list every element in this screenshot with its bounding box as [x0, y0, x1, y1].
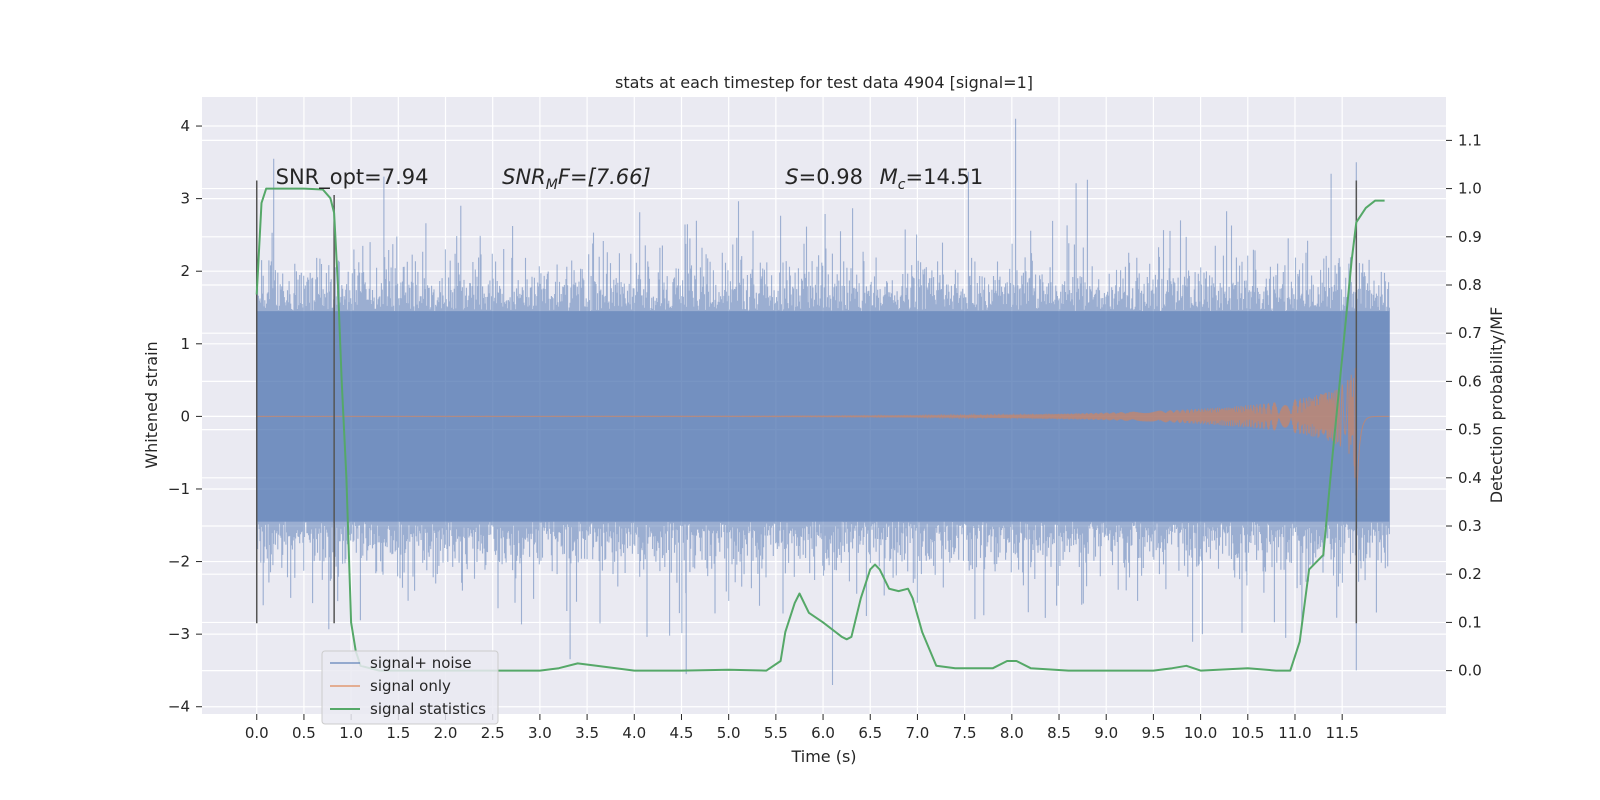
y-axis-right: 0.0 0.1 0.2 0.3 0.4 0.5 0.6 0.7 0.8 0.9 1.0 1.1 — [1446, 131, 1482, 680]
y2-tick-label: 0.8 — [1458, 276, 1482, 294]
y-tick-label: −2 — [168, 553, 190, 571]
y-tick-label: −1 — [168, 480, 190, 498]
legend-label-signal: signal only — [370, 677, 451, 695]
y2-tick-label: 0.5 — [1458, 421, 1482, 439]
y2-tick-label: 0.2 — [1458, 565, 1482, 583]
y2-tick-label: 0.3 — [1458, 517, 1482, 535]
signal-trace — [256, 367, 1390, 505]
y-tick-label: 0 — [180, 407, 190, 425]
x-tick-label: 11.0 — [1278, 724, 1311, 742]
annotation-snr-opt: SNR_opt=7.94 — [276, 165, 429, 190]
x-tick-label: 6.0 — [811, 724, 835, 742]
x-axis: 0.0 0.5 1.0 1.5 2.0 2.5 3.0 3.5 4.0 4.5 5.0 5.5 6.0 6… — [245, 714, 1359, 742]
legend-box — [321, 650, 499, 725]
x-tick-label: 10.0 — [1184, 724, 1217, 742]
y2-tick-label: 0.0 — [1458, 662, 1482, 680]
x-tick-label: 7.0 — [906, 724, 930, 742]
annotation-mc: Mc=14.51 — [880, 165, 984, 193]
x-tick-label: 1.5 — [386, 724, 410, 742]
x-tick-label: 9.5 — [1141, 724, 1165, 742]
y2-tick-label: 0.4 — [1458, 469, 1482, 487]
x-tick-label: 6.5 — [858, 724, 882, 742]
y-tick-label: 2 — [180, 262, 190, 280]
y2-tick-label: 0.9 — [1458, 228, 1482, 246]
y-axis-label: Whitened strain — [142, 341, 161, 468]
x-tick-label: 10.5 — [1231, 724, 1264, 742]
x-tick-label: 0.5 — [292, 724, 316, 742]
y-tick-label: −3 — [168, 625, 190, 643]
x-tick-label: 8.5 — [1047, 724, 1071, 742]
x-tick-label: 8.0 — [1000, 724, 1024, 742]
x-tick-label: 4.0 — [622, 724, 646, 742]
x-tick-label: 2.0 — [434, 724, 458, 742]
series-signal-only — [256, 367, 1390, 505]
x-tick-label: 2.5 — [481, 724, 505, 742]
y-axis-left: −4 −3 −2 −1 0 1 2 3 4 — [168, 117, 202, 716]
x-tick-label: 5.5 — [764, 724, 788, 742]
y-tick-label: −4 — [168, 698, 190, 716]
vertical-markers — [255, 180, 1358, 624]
series-signal-statistics — [255, 187, 1385, 672]
x-axis-label: Time (s) — [790, 747, 856, 766]
annotation-snr-mf: SNRMF=[7.66] — [502, 165, 651, 193]
x-tick-label: 1.0 — [339, 724, 363, 742]
legend-label-noise: signal+ noise — [370, 654, 472, 672]
y2-tick-label: 0.1 — [1458, 613, 1482, 631]
y-tick-label: 4 — [180, 117, 190, 135]
y-tick-label: 3 — [180, 190, 190, 208]
x-tick-label: 3.5 — [575, 724, 599, 742]
statistics-line — [255, 187, 1385, 672]
y2-tick-label: 0.7 — [1458, 324, 1482, 342]
annotation-s: S=0.98 — [785, 165, 863, 189]
y-tick-label: 1 — [180, 335, 190, 353]
x-tick-label: 9.0 — [1094, 724, 1118, 742]
annotations: SNR_opt=7.94 SNRMF=[7.66] S=0.98 Mc=14.5… — [276, 165, 984, 193]
x-tick-label: 7.5 — [953, 724, 977, 742]
x-tick-label: 4.5 — [670, 724, 694, 742]
y2-tick-label: 1.1 — [1458, 131, 1482, 149]
x-tick-label: 3.0 — [528, 724, 552, 742]
x-tick-label: 0.0 — [245, 724, 269, 742]
legend: signal+ noise signal only signal statist… — [321, 650, 499, 725]
x-tick-label: 11.5 — [1325, 724, 1358, 742]
legend-label-stat: signal statistics — [370, 700, 486, 718]
y2-tick-label: 0.6 — [1458, 372, 1482, 390]
y2-axis-label: Detection probability/MF — [1487, 307, 1506, 504]
plot-area — [202, 97, 1446, 714]
x-tick-label: 5.0 — [717, 724, 741, 742]
chart-title: stats at each timestep for test data 490… — [615, 73, 1033, 92]
y2-tick-label: 1.0 — [1458, 180, 1482, 198]
